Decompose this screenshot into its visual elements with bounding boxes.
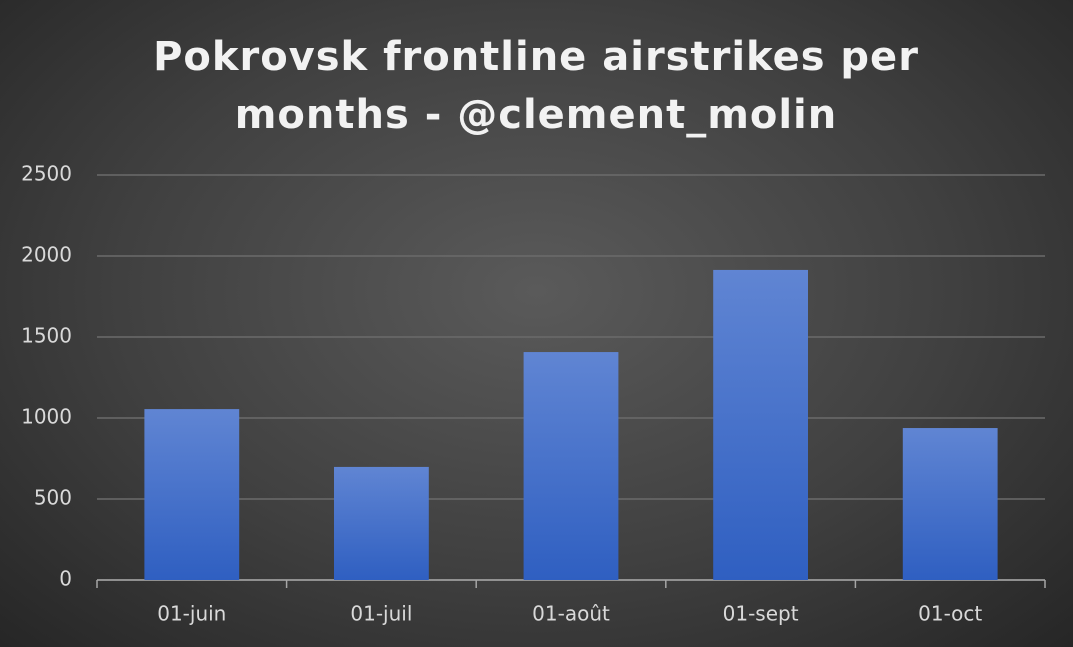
y-tick-label: 1000 — [21, 405, 72, 429]
chart-title: Pokrovsk frontline airstrikes per months… — [153, 34, 919, 138]
bar — [523, 352, 619, 580]
x-tick-label: 01-juin — [157, 602, 226, 626]
x-tick-label: 01-juil — [350, 602, 412, 626]
bar — [713, 269, 808, 580]
x-tick-label: 01-oct — [918, 602, 982, 626]
y-tick-label: 2500 — [21, 162, 72, 186]
y-tick-label: 0 — [59, 567, 72, 591]
x-tick-label: 01-sept — [723, 602, 799, 626]
bar — [144, 409, 240, 580]
y-tick-label: 1500 — [21, 324, 72, 348]
bar — [902, 428, 998, 580]
y-tick-label: 2000 — [21, 243, 72, 267]
bar — [334, 466, 429, 580]
x-tick-label: 01-août — [532, 602, 610, 626]
y-tick-label: 500 — [34, 486, 72, 510]
